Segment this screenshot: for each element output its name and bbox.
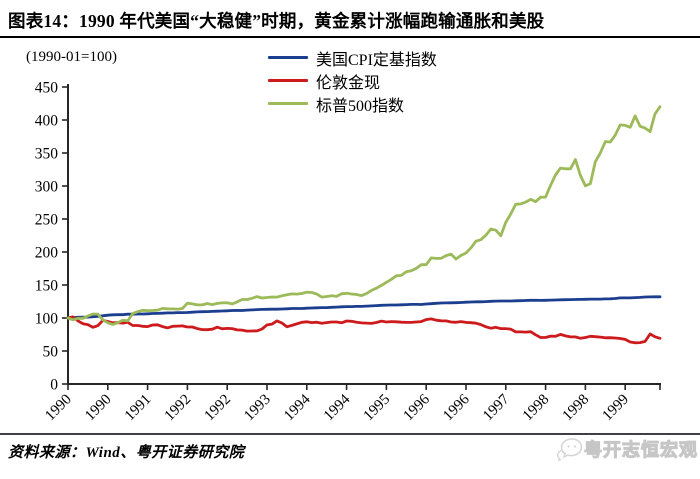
x-tick-label: 1998 xyxy=(520,392,553,425)
y-tick-label: 300 xyxy=(35,179,59,196)
watermark-text: 粤开志恒宏观 xyxy=(584,440,698,461)
title-divider xyxy=(0,36,700,38)
x-tick-label: 1990 xyxy=(82,392,115,425)
legend-label-gold: 伦敦金现 xyxy=(316,74,381,92)
legend-label-cpi: 美国CPI定基指数 xyxy=(316,51,437,69)
legend-label-sp500: 标普500指数 xyxy=(316,97,405,115)
x-tick-label: 1990 xyxy=(42,392,75,425)
x-tick-label: 1992 xyxy=(162,392,195,425)
legend-item-gold: 伦敦金现 xyxy=(268,69,437,92)
y-tick-label: 150 xyxy=(35,278,59,295)
y-tick-label: 250 xyxy=(35,212,59,229)
x-tick-label: 1998 xyxy=(560,392,593,425)
chart-title: 图表14：1990 年代美国“大稳健”时期，黄金累计涨幅跑输通胀和美股 xyxy=(8,11,545,31)
series-line-cpi xyxy=(66,295,662,320)
x-tick-label: 1995 xyxy=(361,392,394,425)
x-tick-label: 1999 xyxy=(599,392,632,425)
x-tick-label: 1994 xyxy=(281,391,314,424)
x-tick-label: 1996 xyxy=(440,391,473,424)
y-tick-label: 200 xyxy=(35,245,59,262)
chart-legend: 美国CPI定基指数 伦敦金现 标普500指数 xyxy=(268,46,437,115)
brand-watermark: 粤开志恒宏观 xyxy=(556,436,698,462)
x-tick-label: 1996 xyxy=(400,391,433,424)
y-tick-label: 450 xyxy=(35,80,59,97)
y-tick-label: 50 xyxy=(43,344,59,361)
legend-swatch-gold xyxy=(268,79,308,82)
legend-swatch-cpi xyxy=(268,56,308,59)
footer-divider xyxy=(0,433,700,435)
x-tick-label: 1997 xyxy=(480,391,513,424)
x-tick-label: 1993 xyxy=(241,392,274,425)
x-tick-label: 1991 xyxy=(122,392,155,425)
axis-unit-note: (1990-01=100) xyxy=(26,49,117,65)
legend-swatch-sp500 xyxy=(268,102,308,105)
y-tick-label: 350 xyxy=(35,146,59,163)
series-line-gold xyxy=(66,315,662,345)
x-tick-label: 1992 xyxy=(201,392,234,425)
legend-item-cpi: 美国CPI定基指数 xyxy=(268,46,437,69)
chat-bubble-icon xyxy=(556,438,582,461)
legend-item-sp500: 标普500指数 xyxy=(268,92,437,115)
x-tick-label: 1994 xyxy=(321,391,354,424)
y-tick-label: 400 xyxy=(35,113,59,130)
y-tick-label: 100 xyxy=(35,311,59,328)
source-note: 资料来源：Wind、粤开证券研究院 xyxy=(8,445,245,461)
series-line-sp500 xyxy=(66,105,662,326)
y-tick-label: 0 xyxy=(50,377,58,394)
